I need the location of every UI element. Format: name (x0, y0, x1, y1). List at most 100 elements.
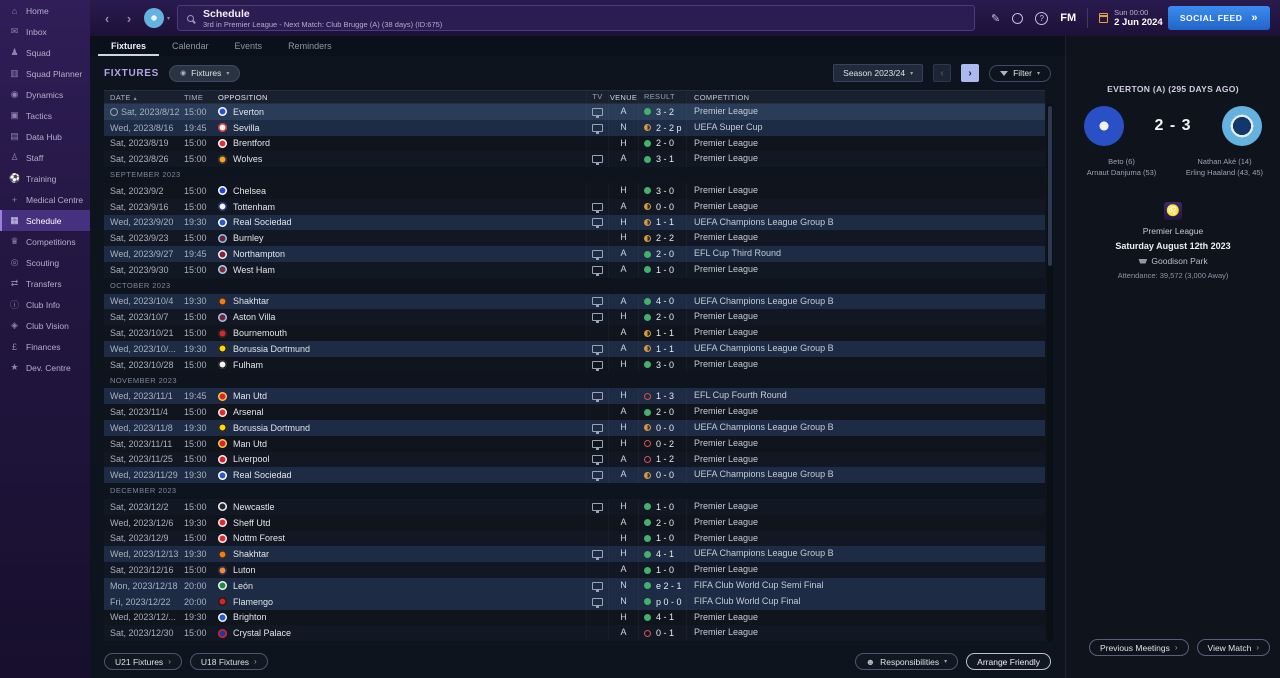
fixture-row[interactable]: Fri, 2023/12/22 20:00 Flamengo N p 0 - 0… (104, 593, 1045, 610)
fixture-row[interactable]: Sat, 2023/12/16 15:00 Luton A 1 - 0 Prem… (104, 562, 1045, 578)
club-badge-icon[interactable] (144, 8, 164, 28)
tab-bar: Fixtures Calendar Events Reminders (90, 36, 1280, 56)
fixture-competition: Premier League (686, 356, 1045, 373)
responsibilities-button[interactable]: ☻ Responsibilities ▾ (854, 653, 959, 670)
sidebar-item-staff[interactable]: ♙ Staff (0, 147, 90, 168)
chevron-down-icon[interactable]: ▾ (167, 15, 171, 22)
fixture-row[interactable]: Wed, 2023/11/29 19:30 Real Sociedad A 0 … (104, 467, 1045, 484)
sidebar-item-club-vision[interactable]: ◈ Club Vision (0, 315, 90, 336)
result-score: 2 - 0 (656, 517, 675, 528)
fixture-row[interactable]: Wed, 2023/9/27 19:45 Northampton A 2 - 0… (104, 246, 1045, 262)
fixture-row[interactable]: Sat, 2023/12/9 15:00 Nottm Forest H 1 - … (104, 530, 1045, 547)
sidebar-item-data-hub[interactable]: ▤ Data Hub (0, 126, 90, 147)
sidebar-item-home[interactable]: ⌂ Home (0, 0, 90, 21)
u21-fixtures-button[interactable]: U21 Fixtures › (104, 653, 182, 670)
sidebar-item-club-info[interactable]: ⓘ Club Info (0, 294, 90, 315)
sidebar-item-tactics[interactable]: ▣ Tactics (0, 105, 90, 126)
social-feed-button[interactable]: SOCIAL FEED » (1167, 6, 1270, 30)
result-score: 2 - 0 (656, 249, 675, 260)
tab-events[interactable]: Events (234, 41, 263, 51)
fixture-row[interactable]: Sat, 2023/9/30 15:00 West Ham A 1 - 0 Pr… (104, 261, 1045, 278)
fixture-tv (586, 214, 608, 231)
filter-dropdown[interactable]: Filter ▾ (989, 64, 1051, 82)
fixture-row[interactable]: Sat, 2023/12/2 15:00 Newcastle H 1 - 0 P… (104, 498, 1045, 515)
fixture-row[interactable]: Wed, 2023/8/16 19:45 Sevilla N 2 - 2 p U… (104, 119, 1045, 136)
prev-season-button[interactable]: ‹ (933, 64, 952, 82)
fixture-row[interactable]: Sat, 2023/11/25 15:00 Liverpool A 1 - 2 … (104, 451, 1045, 468)
fixture-row[interactable]: Mon, 2023/12/18 20:00 León N e 2 - 1 FIF… (104, 577, 1045, 594)
fixture-row[interactable]: Sat, 2023/10/28 15:00 Fulham H 3 - 0 Pre… (104, 356, 1045, 373)
next-season-button[interactable]: › (961, 64, 980, 82)
sidebar-item-label: Squad Planner (26, 68, 83, 79)
fixture-row[interactable]: Sat, 2023/8/12 15:00 Everton A 3 - 2 Pre… (104, 104, 1045, 120)
sidebar-item-competitions[interactable]: ♛ Competitions (0, 231, 90, 252)
sidebar-item-medical-centre[interactable]: + Medical Centre (0, 189, 90, 210)
sidebar-item-squad-planner[interactable]: ▥ Squad Planner (0, 63, 90, 84)
season-label: Season 2023/24 (843, 68, 906, 78)
sidebar-item-dynamics[interactable]: ◉ Dynamics (0, 84, 90, 105)
fixture-row[interactable]: Wed, 2023/9/20 19:30 Real Sociedad H 1 -… (104, 214, 1045, 231)
fixture-row[interactable]: Wed, 2023/12/6 19:30 Sheff Utd A 2 - 0 P… (104, 514, 1045, 531)
fixture-row[interactable]: Sat, 2023/10/7 15:00 Aston Villa H 2 - 0… (104, 309, 1045, 326)
fixture-opposition: Tottenham (218, 202, 586, 212)
fixture-row[interactable]: Wed, 2023/12/13 19:30 Shakhtar H 4 - 1 U… (104, 546, 1045, 563)
sidebar-item-dev-centre[interactable]: ★ Dev. Centre (0, 357, 90, 378)
date-widget[interactable]: Sun 00:00 2 Jun 2024 (1099, 8, 1163, 28)
sidebar-item-schedule[interactable]: ▦ Schedule (0, 210, 90, 231)
fixture-tv (586, 435, 608, 452)
column-header-venue[interactable]: VENUE (608, 91, 638, 103)
arrange-friendly-button[interactable]: Arrange Friendly (966, 653, 1051, 670)
fixture-row[interactable]: Sat, 2023/8/26 15:00 Wolves A 3 - 1 Prem… (104, 151, 1045, 168)
result-indicator-icon (644, 424, 651, 432)
column-header-opposition[interactable]: OPPOSITION (218, 92, 268, 102)
fixtures-tbody: Sat, 2023/8/12 15:00 Everton A 3 - 2 Pre… (104, 104, 1045, 642)
result-indicator-icon (644, 613, 651, 621)
help-icon[interactable]: ? (1035, 11, 1049, 25)
column-header-result[interactable]: RESULT (638, 91, 686, 103)
fixture-row[interactable]: Wed, 2023/12/... 19:30 Brighton H 4 - 1 … (104, 609, 1045, 626)
column-header-tv[interactable]: TV (586, 91, 608, 103)
tv-icon (592, 439, 603, 450)
fixture-row[interactable]: Sat, 2023/12/30 15:00 Crystal Palace A 0… (104, 625, 1045, 642)
sidebar-item-training[interactable]: ⚽ Training (0, 168, 90, 189)
tab-reminders[interactable]: Reminders (288, 41, 332, 51)
previous-meetings-button[interactable]: Previous Meetings › (1088, 639, 1189, 656)
fixture-row[interactable]: Wed, 2023/11/8 19:30 Borussia Dortmund H… (104, 419, 1045, 436)
fixture-tv (586, 356, 608, 373)
fixture-row[interactable]: Sat, 2023/9/16 15:00 Tottenham A 0 - 0 P… (104, 198, 1045, 215)
scrollbar[interactable] (1047, 104, 1053, 641)
sidebar-item-squad[interactable]: ♟ Squad (0, 42, 90, 63)
fixtures-view-dropdown[interactable]: ◉ Fixtures ▾ (169, 64, 241, 82)
forward-button[interactable]: › (126, 10, 132, 26)
scrollbar-thumb[interactable] (1048, 106, 1052, 266)
title-search-box[interactable]: Schedule 3rd in Premier League - Next Ma… (177, 5, 976, 31)
edit-icon[interactable]: ✎ (991, 12, 1001, 25)
tab-calendar[interactable]: Calendar (172, 41, 209, 51)
opposition-name: León (233, 580, 254, 591)
sidebar-item-finances[interactable]: £ Finances (0, 336, 90, 357)
fixture-row[interactable]: Sat, 2023/9/23 15:00 Burnley H 2 - 2 Pre… (104, 230, 1045, 247)
column-header-time[interactable]: TIME (184, 92, 204, 102)
sidebar-item-inbox[interactable]: ✉ Inbox (0, 21, 90, 42)
fixture-row[interactable]: Sat, 2023/11/4 15:00 Arsenal A 2 - 0 Pre… (104, 404, 1045, 420)
fixture-row[interactable]: Sat, 2023/11/11 15:00 Man Utd H 0 - 2 Pr… (104, 435, 1045, 452)
fixture-tv (586, 293, 608, 310)
season-dropdown[interactable]: Season 2023/24 ▾ (833, 64, 924, 82)
column-header-competition[interactable]: COMPETITION (686, 91, 1045, 103)
fixture-row[interactable]: Wed, 2023/11/1 19:45 Man Utd H 1 - 3 EFL… (104, 388, 1045, 405)
fixture-row[interactable]: Sat, 2023/8/19 15:00 Brentford H 2 - 0 P… (104, 135, 1045, 152)
world-icon[interactable] (1012, 12, 1024, 24)
fixture-row[interactable]: Wed, 2023/10/4 19:30 Shakhtar A 4 - 0 UE… (104, 293, 1045, 310)
result-indicator-icon (644, 566, 651, 574)
fixture-row[interactable]: Sat, 2023/10/21 15:00 Bournemouth A 1 - … (104, 325, 1045, 341)
fixture-row[interactable]: Sat, 2023/9/2 15:00 Chelsea H 3 - 0 Prem… (104, 182, 1045, 199)
scorer: Nathan Aké (14) (1197, 157, 1252, 166)
fixture-row[interactable]: Wed, 2023/10/... 19:30 Borussia Dortmund… (104, 340, 1045, 357)
u18-fixtures-button[interactable]: U18 Fixtures › (189, 653, 268, 670)
column-header-date[interactable]: DATE ▴ (110, 92, 137, 102)
tab-fixtures[interactable]: Fixtures (98, 36, 159, 56)
sidebar-item-scouting[interactable]: ◎ Scouting (0, 252, 90, 273)
view-match-button[interactable]: View Match › (1196, 639, 1270, 656)
back-button[interactable]: ‹ (104, 10, 110, 26)
sidebar-item-transfers[interactable]: ⇄ Transfers (0, 273, 90, 294)
